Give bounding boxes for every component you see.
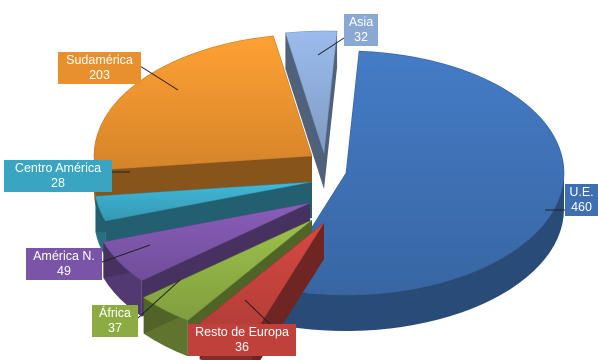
slice-label: Centro América 28 <box>4 160 112 192</box>
pie-slice-side <box>273 173 564 331</box>
pie-slice--frica <box>143 219 313 321</box>
slice-label: U.E. 460 <box>565 184 598 216</box>
pie-slice-u-e- <box>273 50 565 296</box>
pie-slice-am-rica-n- <box>102 202 311 281</box>
pie-slice-asia <box>285 30 338 154</box>
pie-slice-cut <box>324 31 338 190</box>
leader-line <box>317 37 345 56</box>
slice-label: Sudamérica 203 <box>58 52 141 84</box>
leader-line <box>244 299 273 327</box>
pie-slice-cut <box>285 32 324 190</box>
slice-label: Resto de Europa 36 <box>188 324 296 356</box>
slice-label: Asia 32 <box>344 14 378 46</box>
slice-label: África 37 <box>92 305 138 337</box>
pie-slice-centro-am-rica <box>95 181 313 222</box>
leader-line <box>101 244 151 263</box>
leader-line <box>137 279 181 319</box>
leader-line <box>139 65 179 91</box>
slice-label: América N. 49 <box>26 248 102 280</box>
